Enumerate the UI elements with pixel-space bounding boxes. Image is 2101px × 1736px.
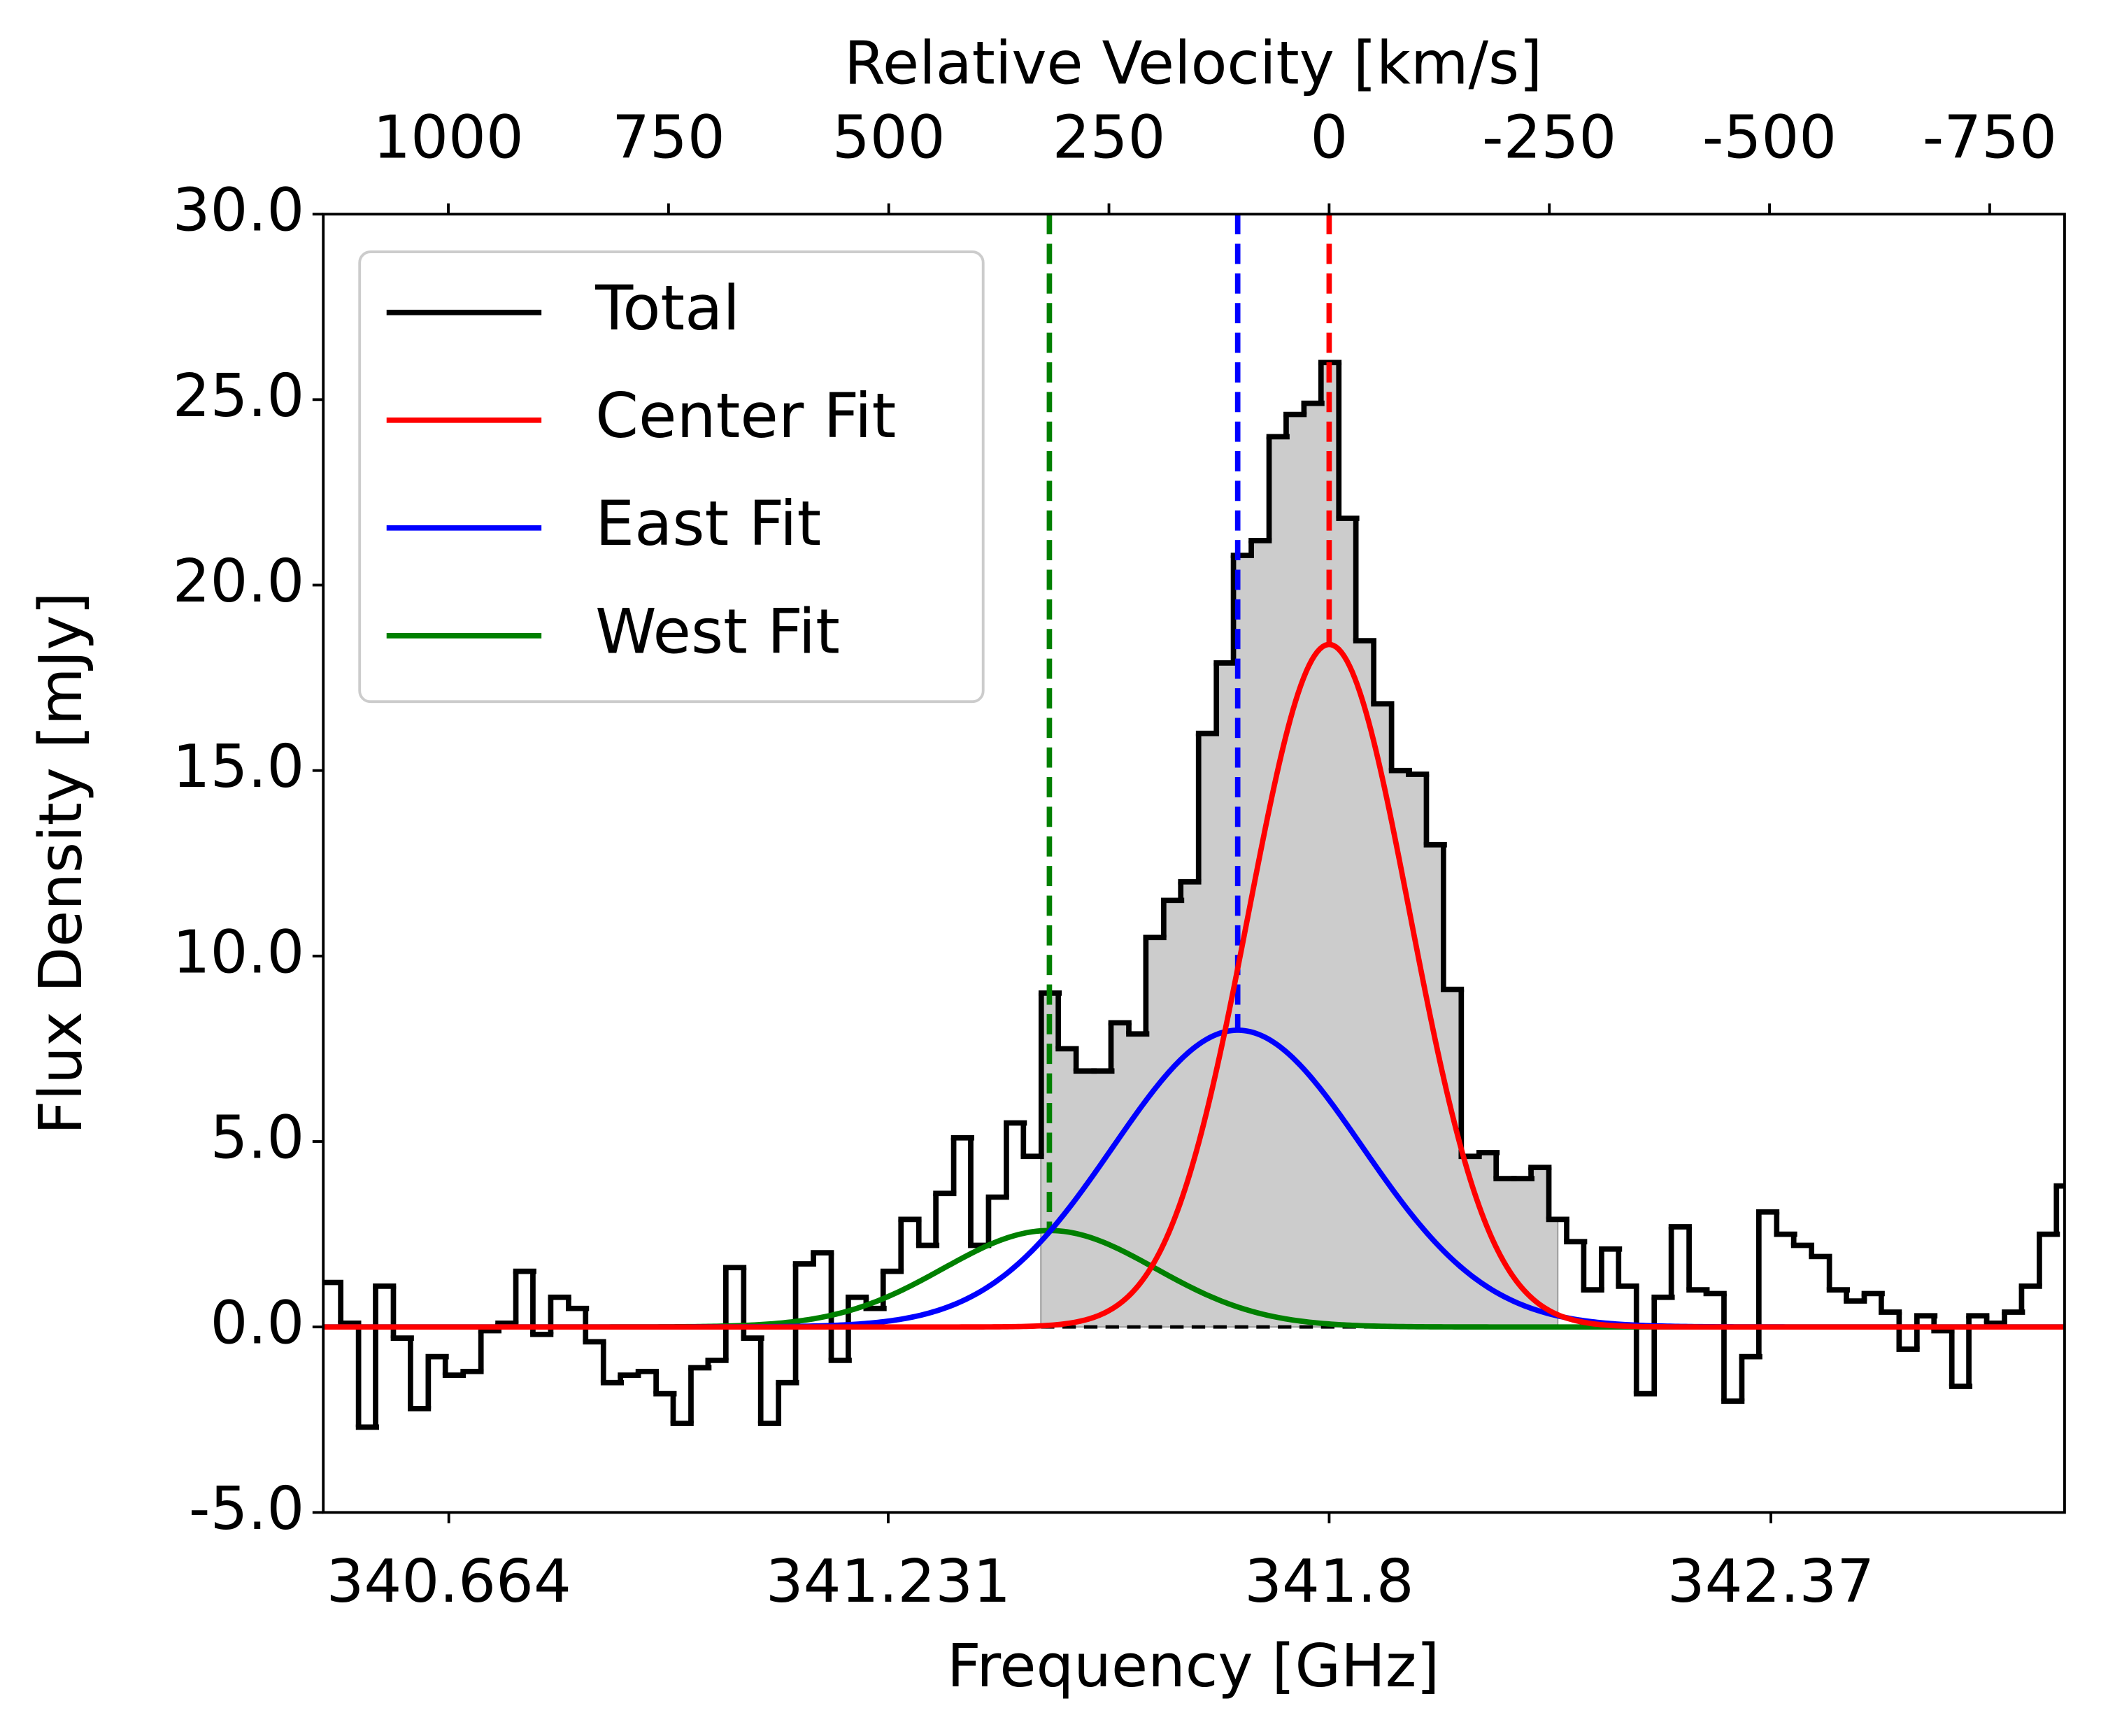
x2-tick-label: 500 [832,103,946,172]
y-tick-label: 20.0 [173,546,305,616]
y-axis-label: Flux Density [mJy] [26,592,95,1134]
x2-axis-label: Relative Velocity [km/s] [844,29,1542,98]
x2-tick-label: -500 [1702,103,1837,172]
legend-label: Total [594,272,740,344]
legend-label: West Fit [595,595,840,667]
legend: Total Center Fit East Fit West Fit [358,250,985,704]
x2-tick-label: -250 [1482,103,1616,172]
legend-label: Center Fit [595,380,896,452]
y-tick-label: -5.0 [189,1474,304,1543]
y-tick-label: 10.0 [173,917,305,986]
x-tick-label: 342.37 [1667,1546,1874,1616]
x-tick-label: 340.664 [327,1546,571,1616]
x-tick-label: 341.8 [1244,1546,1414,1616]
legend-box [358,250,985,704]
step-risers [338,362,2060,1428]
x-tick-label: 341.231 [766,1546,1011,1616]
fit-curve [323,641,2063,1330]
y-tick-label: 25.0 [173,361,305,430]
legend-label: East Fit [595,488,821,560]
plot-area [323,214,2065,1430]
x2-tick-label: 750 [612,103,725,172]
x2-tick-label: 1000 [373,103,524,172]
x-axis-label: Frequency [GHz] [947,1631,1440,1700]
x2-tick-label: -750 [1923,103,2057,172]
x2-tick-label: 250 [1053,103,1166,172]
y-tick-label: 5.0 [211,1102,305,1172]
x2-tick-label: 0 [1310,103,1348,172]
axes-frame [322,213,2066,1514]
y-tick-label: 15.0 [173,732,305,801]
y-tick-label: 0.0 [211,1288,305,1358]
y-tick-label: 30.0 [173,176,305,245]
